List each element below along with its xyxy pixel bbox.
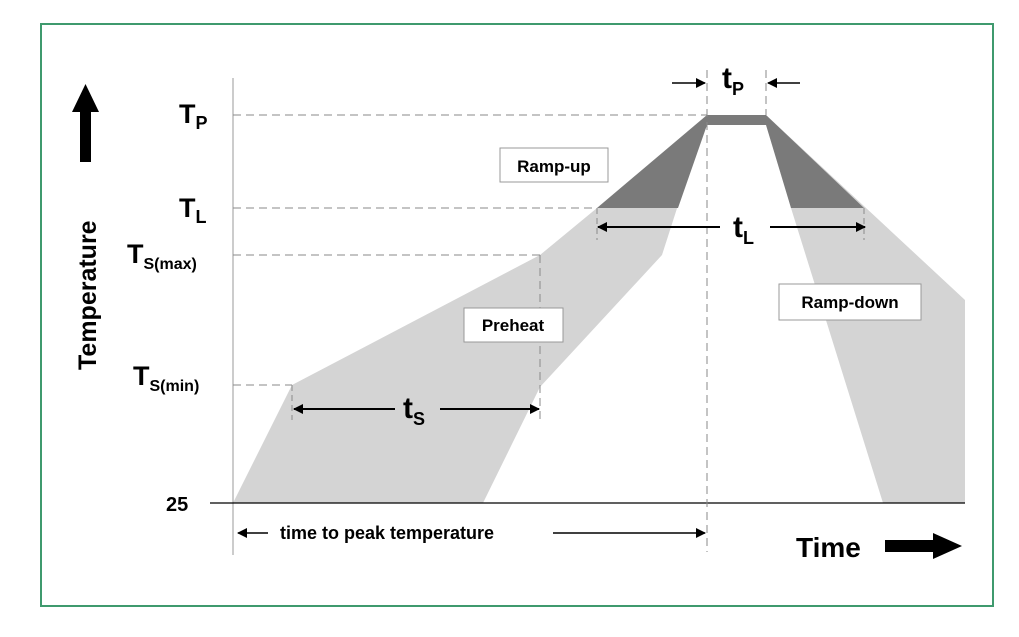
time-to-peak-label: time to peak temperature <box>280 523 494 543</box>
tp-level-label: TP <box>179 99 208 133</box>
tl-interval-label: tL <box>733 211 754 248</box>
ramp-down-box <box>778 283 922 321</box>
ramp-up-box <box>499 147 609 183</box>
tp-interval-label: tP <box>722 62 744 99</box>
tsmin-level-label: TS(min) <box>133 361 199 395</box>
x-axis-title: Time <box>796 532 861 563</box>
room-temp-label: 25 <box>166 494 188 516</box>
ts-interval-label: tS <box>403 392 425 429</box>
preheat-box <box>463 307 564 343</box>
ramp-up-label: Ramp-up <box>517 157 591 176</box>
temperature-up-arrow-icon <box>72 84 99 162</box>
time-right-arrow-icon <box>885 533 962 559</box>
y-axis-title: Temperature <box>74 220 102 370</box>
above-liquidus-rampup <box>597 115 707 208</box>
profile-envelope-light <box>233 115 965 503</box>
tsmax-level-label: TS(max) <box>127 239 197 273</box>
peak-band <box>707 115 766 125</box>
ramp-down-label: Ramp-down <box>801 293 898 312</box>
tl-level-label: TL <box>179 193 207 227</box>
above-liquidus-rampdown <box>766 115 864 208</box>
preheat-label: Preheat <box>482 316 545 335</box>
